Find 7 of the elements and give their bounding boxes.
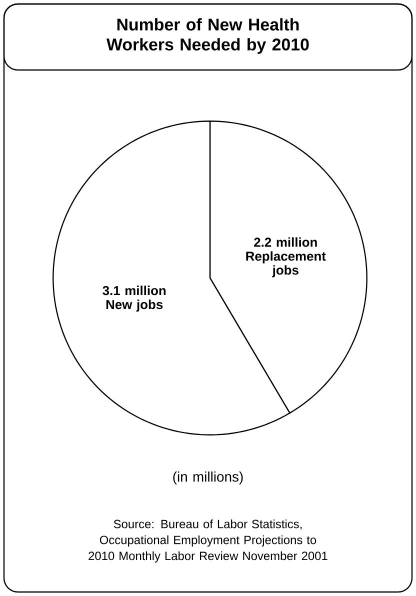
slice-label: New jobs xyxy=(106,300,163,312)
chart-title: Number of New Health Workers Needed by 2010 xyxy=(106,18,309,54)
source-note: Source: Bureau of Labor Statistics, Occupational Employment Projections to 2010 Monthly Labor Review November 2001 xyxy=(88,519,328,563)
slice-label: Replacement jobs xyxy=(246,251,326,278)
text: (in millions) xyxy=(173,471,243,484)
data-label: 2.2 million xyxy=(254,237,317,247)
data-label: 3.1 million xyxy=(102,286,166,296)
